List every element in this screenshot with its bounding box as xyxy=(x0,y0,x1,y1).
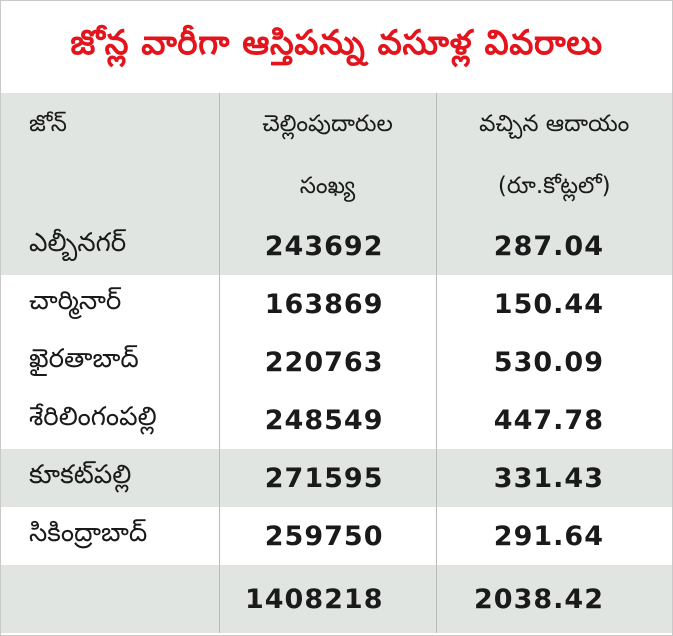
revenue-cell: 331.43 xyxy=(435,449,672,507)
zone-column-header: జోన్ xyxy=(1,93,219,217)
payers-cell: 271595 xyxy=(218,449,436,507)
table-row: చార్మినార్ 163869 150.44 xyxy=(1,275,672,333)
revenue-cell: 530.09 xyxy=(435,333,672,391)
revenue-cell: 291.64 xyxy=(435,507,672,565)
total-payers-cell: 1408218 xyxy=(218,565,436,633)
collections-table: జోన్ చెల్లింపుదారుల సంఖ్య వచ్చిన ఆదాయం (… xyxy=(1,93,672,633)
revenue-header-line2: (రూ.కోట్లలో) xyxy=(497,173,611,199)
revenue-cell: 287.04 xyxy=(435,217,672,275)
total-row: 1408218 2038.42 xyxy=(1,565,672,633)
total-revenue-cell: 2038.42 xyxy=(435,565,672,633)
payers-cell: 243692 xyxy=(218,217,436,275)
table-row: ఎల్బీనగర్ 243692 287.04 xyxy=(1,217,672,275)
table-row: ఖైరతాబాద్ 220763 530.09 xyxy=(1,333,672,391)
zone-cell: కూకట్‌పల్లి xyxy=(1,449,219,507)
payers-cell: 163869 xyxy=(218,275,436,333)
total-zone-cell xyxy=(1,565,219,633)
zone-cell: ఎల్బీనగర్ xyxy=(1,217,219,275)
payers-cell: 248549 xyxy=(218,391,436,449)
zone-header-label: జోన్ xyxy=(29,111,67,137)
payers-header-line1: చెల్లింపుదారుల xyxy=(262,111,393,137)
table-row: శేరిలింగంపల్లి 248549 447.78 xyxy=(1,391,672,449)
payers-header-line2: సంఖ్య xyxy=(299,173,356,199)
payers-column-header: చెల్లింపుదారుల సంఖ్య xyxy=(218,93,436,217)
zone-cell: చార్మినార్ xyxy=(1,275,219,333)
payers-cell: 259750 xyxy=(218,507,436,565)
revenue-header-line1: వచ్చిన ఆదాయం xyxy=(479,111,630,137)
payers-cell: 220763 xyxy=(218,333,436,391)
zone-cell: ఖైరతాబాద్ xyxy=(1,333,219,391)
table-row: సికింద్రాబాద్ 259750 291.64 xyxy=(1,507,672,565)
zone-cell: శేరిలింగంపల్లి xyxy=(1,391,219,449)
revenue-column-header: వచ్చిన ఆదాయం (రూ.కోట్లలో) xyxy=(435,93,672,217)
revenue-cell: 150.44 xyxy=(435,275,672,333)
zone-cell: సికింద్రాబాద్ xyxy=(1,507,219,565)
header-row: జోన్ చెల్లింపుదారుల సంఖ్య వచ్చిన ఆదాయం (… xyxy=(1,93,672,217)
revenue-cell: 447.78 xyxy=(435,391,672,449)
table-title: జోన్ల వారీగా ఆస్తిపన్ను వసూళ్ల వివరాలు xyxy=(70,23,603,63)
table-row: కూకట్‌పల్లి 271595 331.43 xyxy=(1,449,672,507)
